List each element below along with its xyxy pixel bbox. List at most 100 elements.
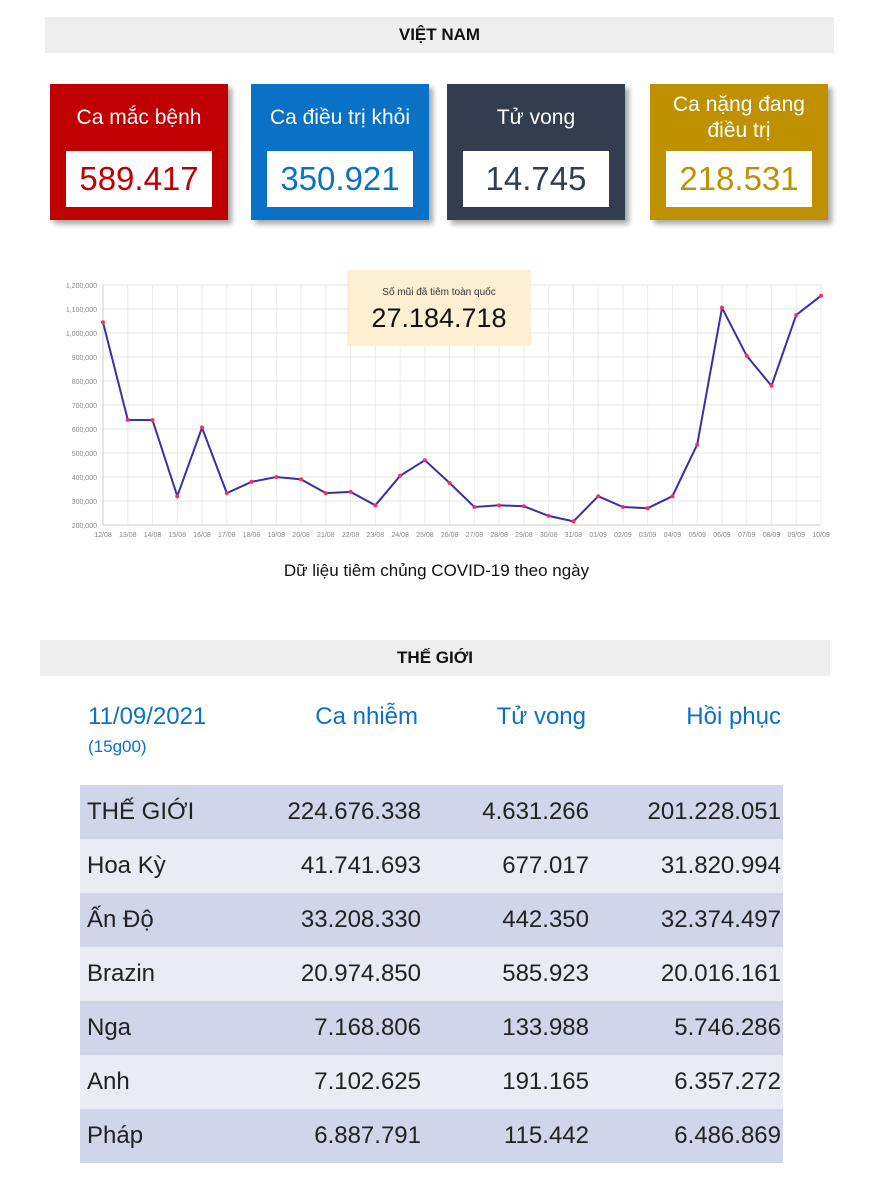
data-point [299,477,304,482]
recovered-card: Ca điều trị khỏi 350.921 [251,84,429,220]
x-tick-label: 10/09 [812,532,830,539]
country-name: Pháp [87,1122,144,1149]
country-recovered: 31.820.994 [660,852,781,879]
data-point [398,473,403,478]
country-deaths: 115.442 [504,1122,589,1149]
data-point [472,505,477,509]
x-tick-label: 24/08 [391,532,409,539]
critical-value: 218.531 [666,151,812,207]
x-tick-label: 15/08 [169,532,187,539]
data-point [150,418,155,423]
country-cases: 7.168.806 [314,1014,421,1041]
data-point [125,417,130,422]
critical-label-line2: điều trị [707,119,771,142]
y-tick-label: 500,000 [72,451,97,458]
critical-card: Ca nặng đang điều trị 218.531 [650,84,828,220]
country-cases: 41.741.693 [300,852,421,879]
data-point [101,320,105,325]
data-point [596,494,601,499]
date-header: 11/09/2021 [88,703,207,730]
recovered-column-header: Hồi phục [686,703,781,730]
x-tick-label: 16/08 [193,532,211,539]
x-tick-label: 12/08 [94,532,112,539]
x-tick-label: 07/09 [738,532,756,539]
x-tick-label: 31/08 [565,532,583,539]
x-tick-label: 17/08 [218,532,236,539]
x-tick-label: 08/09 [763,532,781,539]
data-point [819,293,823,298]
data-point [546,513,551,518]
x-tick-label: 04/09 [664,532,682,539]
y-tick-label: 200,000 [72,523,97,530]
table-row: Nga 7.168.806 133.988 5.746.286 [80,1001,783,1055]
x-tick-label: 06/09 [713,532,731,539]
y-tick-label: 600,000 [72,427,97,434]
data-point [274,475,279,479]
x-tick-label: 19/08 [268,532,286,539]
country-name: Anh [87,1068,130,1095]
x-tick-label: 25/08 [416,532,434,539]
country-cases: 224.676.338 [287,798,421,825]
x-tick-label: 23/08 [367,532,385,539]
deaths-column-header: Tử vong [496,703,586,730]
country-name: THẾ GIỚI [87,798,195,825]
deaths-label: Tử vong [496,106,576,129]
x-tick-label: 22/08 [342,532,360,539]
data-point [769,383,774,388]
table-row: Hoa Kỳ 41.741.693 677.017 31.820.994 [80,839,783,893]
country-recovered: 5.746.286 [674,1014,781,1041]
y-tick-label: 700,000 [72,403,97,410]
data-point [670,494,675,499]
data-point [794,313,799,317]
y-tick-label: 900,000 [72,355,97,362]
world-header: THẾ GIỚI [40,640,830,676]
country-deaths: 133.988 [502,1014,589,1041]
cases-column-header: Ca nhiễm [315,703,418,730]
deaths-card: Tử vong 14.745 [447,84,625,220]
country-cases: 33.208.330 [300,906,421,933]
x-tick-label: 29/08 [515,532,533,539]
table-row: Ấn Độ 33.208.330 442.350 32.374.497 [80,893,783,947]
country-cases: 20.974.850 [300,960,421,987]
table-row: Anh 7.102.625 191.165 6.357.272 [80,1055,783,1109]
x-tick-label: 03/09 [639,532,657,539]
data-point [571,519,576,524]
y-tick-label: 1,000,000 [66,331,97,338]
country-name: Nga [87,1014,132,1041]
country-name: Ấn Độ [87,906,154,933]
recovered-value: 350.921 [267,151,413,207]
data-point [348,489,353,494]
world-table-header: 11/09/2021 (15g00) Ca nhiễm Tử vong Hồi … [80,695,783,785]
cases-value: 589.417 [66,151,212,207]
vaccination-total-box: Số mũi đã tiêm toàn quốc 27.184.718 [347,270,531,346]
data-point [323,491,328,496]
x-tick-label: 21/08 [317,532,335,539]
country-name: Brazin [87,960,156,987]
country-cases: 7.102.625 [314,1068,421,1095]
x-tick-label: 02/09 [614,532,632,539]
x-tick-label: 05/09 [688,532,706,539]
country-deaths: 191.165 [502,1068,589,1095]
table-row: Pháp 6.887.791 115.442 6.486.869 [80,1109,783,1163]
x-tick-label: 27/08 [466,532,484,539]
country-deaths: 4.631.266 [482,798,589,825]
y-tick-label: 1,200,000 [66,283,97,290]
country-recovered: 6.486.869 [674,1122,781,1149]
table-row: Brazin 20.974.850 585.923 20.016.161 [80,947,783,1001]
data-point [744,353,749,358]
world-table: 11/09/2021 (15g00) Ca nhiễm Tử vong Hồi … [80,695,783,1163]
data-point [175,494,180,499]
data-point [200,425,205,430]
data-point [521,504,526,509]
vietnam-header: VIỆT NAM [45,17,834,53]
country-deaths: 585.923 [502,960,589,987]
chart-caption: Dữ liệu tiêm chủng COVID-19 theo ngày [283,561,590,580]
deaths-value: 14.745 [463,151,609,207]
data-point [695,442,700,447]
cases-label: Ca mắc bệnh [76,106,202,129]
y-tick-label: 800,000 [72,379,97,386]
data-point [249,479,254,484]
x-tick-label: 14/08 [144,532,162,539]
x-tick-label: 13/08 [119,532,137,539]
country-deaths: 677.017 [502,852,589,879]
